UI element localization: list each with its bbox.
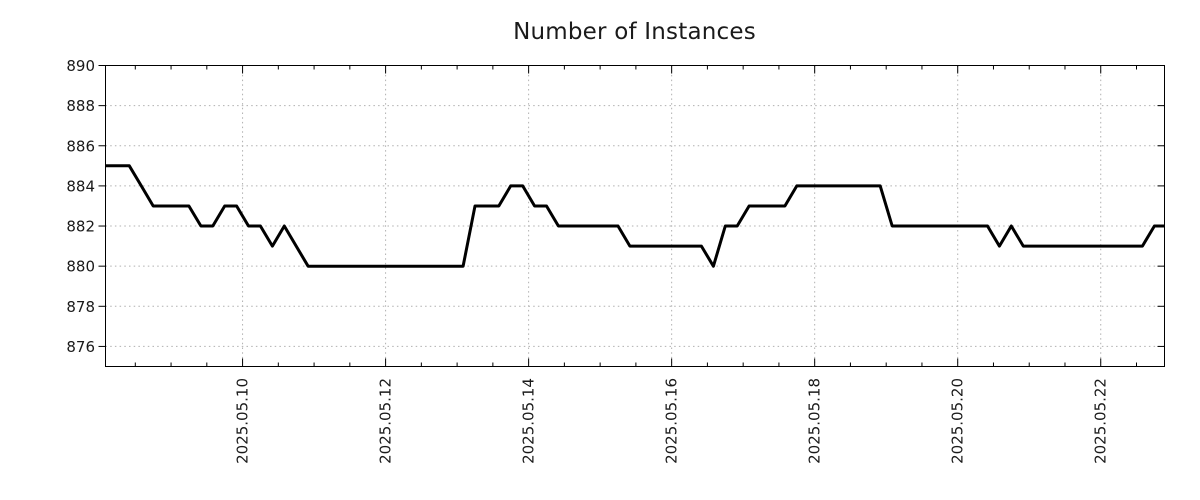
y-tick-label: 878 [66,298,95,316]
x-tick-label: 2025.05.12 [377,378,395,464]
x-gridlines [242,65,1102,367]
data-line-instances [105,164,1165,268]
y-tick-label: 880 [66,258,95,276]
plot-frame [105,65,1165,367]
x-tick-label: 2025.05.20 [949,378,967,464]
x-axis-ticks [134,65,1137,367]
x-axis-labels: 2025.05.10 2025.05.12 2025.05.14 2025.05.16… [234,378,1110,464]
chart-title: Number of Instances [513,19,756,45]
x-tick-label: 2025.05.10 [234,378,252,464]
x-tick-label: 2025.05.16 [663,378,681,464]
y-tick-label: 890 [66,57,95,75]
y-axis-ticks [98,65,1165,347]
y-tick-label: 886 [66,137,95,155]
x-tick-label: 2025.05.22 [1092,378,1110,464]
y-axis-labels: 876 878 880 882 884 886 888 890 [66,57,95,356]
y-gridlines [105,105,1165,347]
x-tick-label: 2025.05.14 [520,378,538,464]
y-tick-label: 882 [66,218,95,236]
y-tick-label: 876 [66,338,95,356]
y-tick-label: 888 [66,97,95,115]
y-tick-label: 884 [66,177,95,195]
x-tick-label: 2025.05.18 [806,378,824,464]
